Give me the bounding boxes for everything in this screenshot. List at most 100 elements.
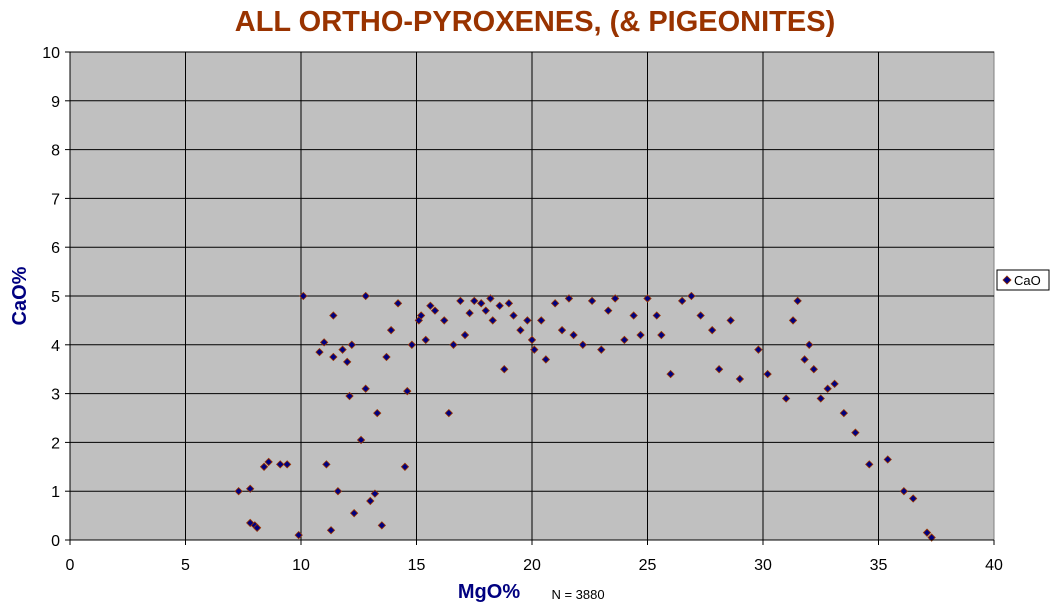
data-point — [421, 335, 430, 345]
data-point — [805, 340, 814, 349]
data-point — [537, 316, 546, 325]
data-point — [456, 296, 465, 306]
data-point — [449, 340, 458, 349]
data-point — [578, 340, 587, 349]
y-tick-label: 5 — [51, 289, 60, 306]
data-point — [460, 330, 470, 340]
data-point — [754, 345, 763, 354]
data-point — [347, 340, 356, 349]
data-point — [319, 338, 329, 347]
data-point — [370, 489, 380, 498]
data-point — [714, 365, 724, 374]
tick-labels: 0 1 2 3 4 5 6 7 8 9 10 0 5 10 15 20 25 30 35 40 — [42, 45, 1003, 574]
x-axis-title: MgO% — [458, 581, 520, 603]
data-point — [246, 484, 255, 493]
data-point — [527, 335, 537, 345]
data-point — [234, 487, 243, 496]
data-point — [470, 296, 479, 306]
data-point — [687, 291, 696, 301]
data-point — [677, 296, 687, 306]
data-point — [477, 299, 486, 308]
data-point — [530, 345, 539, 354]
data-point — [809, 365, 818, 374]
data-point — [361, 384, 370, 393]
data-point — [922, 528, 932, 537]
axes — [65, 51, 995, 545]
y-tick-label: 6 — [51, 240, 60, 257]
y-tick-label: 9 — [51, 94, 60, 111]
data-point — [373, 408, 382, 418]
data-point — [788, 316, 798, 325]
data-point — [735, 374, 745, 384]
data-point — [726, 316, 735, 325]
y-tick-label: 1 — [51, 484, 60, 501]
data-point — [927, 533, 936, 542]
x-tick-label: 5 — [181, 557, 190, 574]
x-tick-label: 25 — [639, 557, 657, 574]
data-point — [299, 291, 308, 301]
data-point — [377, 521, 387, 530]
data-point — [403, 386, 412, 396]
data-point — [899, 487, 909, 496]
data-point — [343, 357, 352, 367]
data-point — [550, 299, 560, 308]
data-point — [486, 294, 495, 303]
data-point — [500, 365, 509, 374]
data-point — [481, 306, 490, 315]
data-point — [393, 299, 403, 308]
data-point — [345, 391, 354, 401]
x-tick-label: 0 — [66, 557, 75, 574]
data-point — [883, 455, 892, 464]
data-point — [356, 435, 366, 445]
data-point — [386, 325, 396, 335]
data-point — [329, 352, 338, 362]
data-point — [830, 379, 839, 389]
x-tick-label: 35 — [870, 557, 888, 574]
data-point — [440, 316, 449, 325]
data-point — [504, 299, 514, 308]
data-point — [823, 384, 832, 393]
data-point — [315, 347, 324, 357]
y-tick-label: 10 — [42, 45, 60, 62]
data-point — [564, 294, 574, 303]
data-point — [793, 296, 802, 306]
data-point — [652, 311, 661, 320]
data-point — [516, 325, 525, 335]
data-point — [416, 311, 426, 320]
legend-marker-icon — [1002, 275, 1012, 285]
data-point — [763, 369, 772, 379]
data-point — [495, 301, 504, 310]
y-tick-label: 2 — [51, 435, 60, 452]
x-tick-label: 15 — [408, 557, 426, 574]
data-point — [851, 428, 860, 437]
y-tick-label: 7 — [51, 191, 60, 208]
data-point — [541, 355, 551, 364]
data-point — [259, 462, 269, 471]
data-point — [329, 311, 338, 320]
legend: CaO — [996, 269, 1050, 291]
data-point — [620, 335, 629, 345]
data-point — [465, 308, 474, 318]
legend-box — [996, 269, 1050, 291]
data-point — [361, 291, 370, 301]
data-point — [333, 487, 343, 496]
data-point — [800, 355, 809, 364]
data-point — [338, 345, 347, 354]
data-point — [509, 311, 518, 320]
data-point — [407, 340, 417, 349]
data-point — [629, 311, 638, 320]
data-point — [643, 294, 652, 303]
data-point — [252, 523, 262, 532]
x-tick-label: 40 — [985, 557, 1003, 574]
data-point — [444, 408, 454, 418]
data-point — [839, 408, 849, 418]
data-point — [587, 296, 597, 306]
data-point — [276, 460, 285, 469]
data-point — [488, 316, 497, 325]
data-point — [636, 330, 645, 340]
data-point — [569, 330, 578, 340]
data-point — [326, 526, 336, 535]
data-point — [366, 496, 375, 506]
data-point — [400, 462, 410, 471]
x-tick-label: 20 — [523, 557, 541, 574]
